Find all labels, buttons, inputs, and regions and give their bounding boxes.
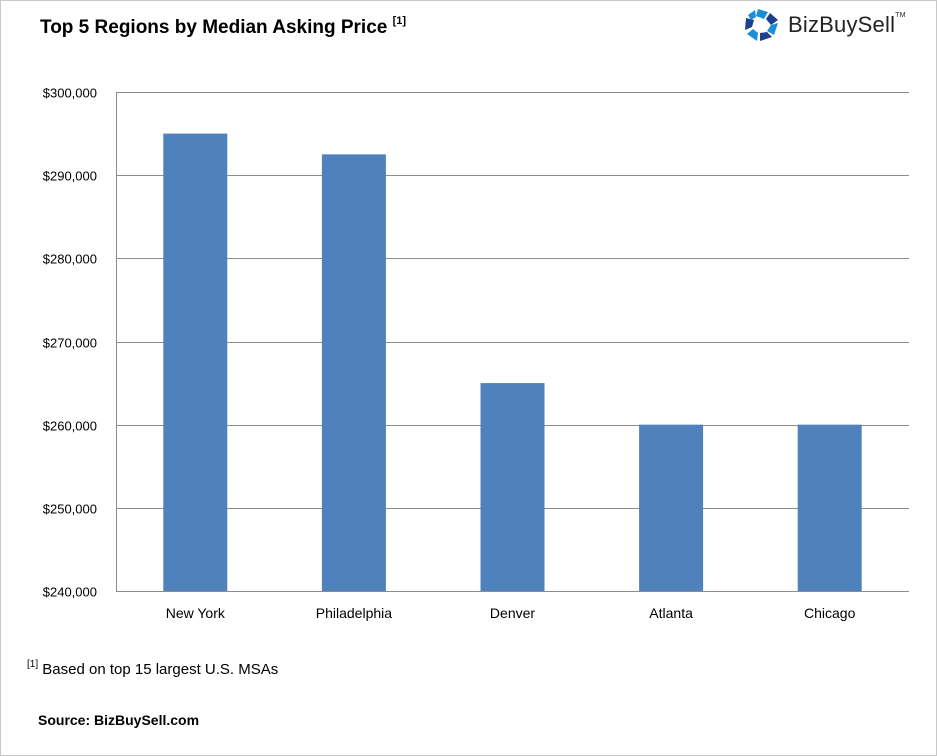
source-label: Source: BizBuySell.com xyxy=(38,712,200,728)
bizbuysell-logo-icon xyxy=(745,9,778,41)
y-tick-label: $240,000 xyxy=(43,585,97,600)
y-tick-label: $270,000 xyxy=(43,336,97,351)
footnote: [1] Based on top 15 largest U.S. MSAs xyxy=(27,659,279,678)
bizbuysell-logo: BizBuySellTM xyxy=(744,8,906,42)
bar xyxy=(639,424,704,591)
footnote-mark: [1] xyxy=(27,659,39,670)
logo-wordmark: BizBuySellTM xyxy=(788,12,906,38)
y-tick-label: $290,000 xyxy=(43,169,97,184)
footnote-text: Based on top 15 largest U.S. MSAs xyxy=(42,661,279,678)
y-tick-label: $260,000 xyxy=(43,419,97,434)
x-tick-label: Chicago xyxy=(804,605,856,621)
bar xyxy=(163,133,228,592)
bar xyxy=(797,424,862,591)
bar xyxy=(321,154,386,591)
bar xyxy=(480,383,545,591)
y-tick-label: $280,000 xyxy=(43,252,97,267)
x-tick-label: Denver xyxy=(490,605,535,621)
logo-text: BizBuySell xyxy=(788,12,896,37)
x-tick-label: Philadelphia xyxy=(316,605,392,621)
y-tick-label: $250,000 xyxy=(43,502,97,517)
x-tick-label: New York xyxy=(166,605,226,621)
chart-title: Top 5 Regions by Median Asking Price [1] xyxy=(40,15,407,39)
title-footnote-mark: [1] xyxy=(392,15,407,27)
logo-trademark: TM xyxy=(895,12,906,19)
y-tick-label: $300,000 xyxy=(43,86,97,101)
chart-title-text: Top 5 Regions by Median Asking Price xyxy=(40,17,388,38)
x-tick-label: Atlanta xyxy=(649,605,693,621)
